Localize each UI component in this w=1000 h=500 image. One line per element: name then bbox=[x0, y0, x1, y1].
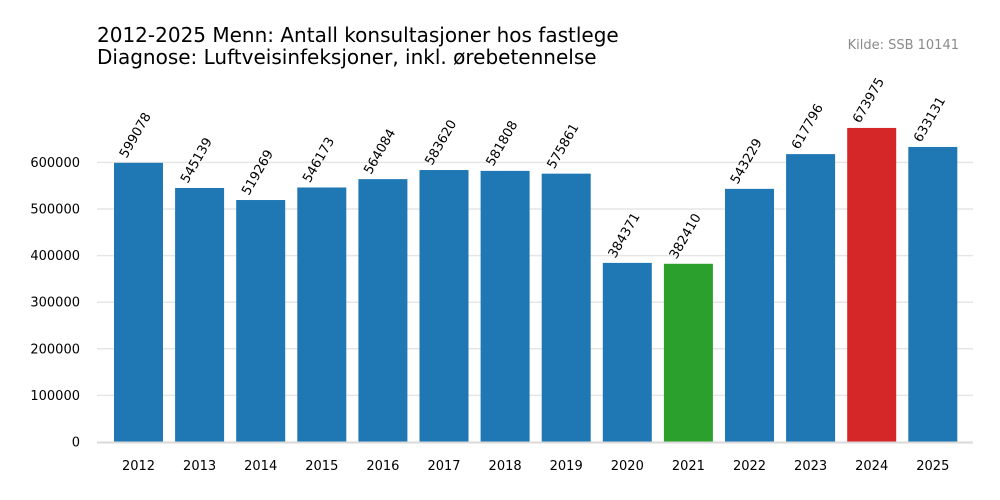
x-tick-label: 2012 bbox=[122, 459, 155, 474]
x-tick-label: 2014 bbox=[244, 459, 277, 474]
bar bbox=[480, 170, 530, 442]
x-tick-label: 2021 bbox=[672, 459, 705, 474]
bar bbox=[175, 187, 225, 442]
y-tick-label: 300000 bbox=[30, 296, 80, 311]
data-label: 384371 bbox=[606, 210, 644, 260]
bar bbox=[725, 188, 774, 442]
data-label: 599078 bbox=[117, 110, 155, 160]
bar bbox=[297, 187, 347, 442]
data-label: 583620 bbox=[422, 118, 460, 168]
x-tick-label: 2020 bbox=[611, 459, 644, 474]
chart-subtitle: Diagnose: Luftveisinfeksjoner, inkl. øre… bbox=[97, 45, 597, 69]
x-tick-label: 2024 bbox=[855, 459, 888, 474]
data-label: 545139 bbox=[178, 135, 216, 185]
y-tick-label: 500000 bbox=[30, 203, 80, 218]
x-tick-label: 2019 bbox=[550, 459, 583, 474]
data-label: 543229 bbox=[728, 136, 766, 186]
x-tick-label: 2017 bbox=[427, 459, 460, 474]
chart-title-block: 2012-2025 Menn: Antall konsultasjoner ho… bbox=[97, 24, 619, 68]
bar bbox=[847, 127, 897, 443]
bar bbox=[358, 179, 408, 443]
y-tick-label: 600000 bbox=[30, 156, 80, 171]
y-tick-label: 100000 bbox=[30, 389, 80, 404]
x-tick-label: 2016 bbox=[366, 459, 399, 474]
x-tick-label: 2022 bbox=[733, 459, 766, 474]
bar bbox=[786, 154, 836, 443]
x-tick-label: 2015 bbox=[305, 459, 338, 474]
y-tick-label: 200000 bbox=[30, 342, 80, 357]
y-tick-label: 0 bbox=[72, 436, 80, 451]
data-label: 581808 bbox=[484, 118, 522, 168]
source-note: Kilde: SSB 10141 bbox=[847, 38, 959, 53]
data-label: 673975 bbox=[850, 75, 888, 125]
x-tick-label: 2023 bbox=[794, 459, 827, 474]
data-label: 382410 bbox=[667, 211, 705, 261]
bar bbox=[602, 262, 652, 442]
data-label: 617796 bbox=[789, 102, 827, 152]
data-label: 519269 bbox=[239, 148, 277, 198]
data-label: 546173 bbox=[300, 135, 338, 185]
x-tick-label: 2025 bbox=[916, 459, 949, 474]
bar bbox=[908, 146, 958, 443]
x-tick-label: 2013 bbox=[183, 459, 216, 474]
bar bbox=[663, 263, 713, 442]
bar bbox=[541, 173, 591, 442]
x-tick-label: 2018 bbox=[489, 459, 522, 474]
data-label: 633131 bbox=[911, 94, 949, 144]
bar bbox=[419, 170, 469, 442]
bar bbox=[236, 200, 286, 442]
chart-title: 2012-2025 Menn: Antall konsultasjoner ho… bbox=[97, 23, 619, 47]
data-label: 575861 bbox=[545, 121, 583, 171]
bar bbox=[114, 162, 163, 442]
data-label: 564084 bbox=[361, 127, 399, 177]
y-tick-label: 400000 bbox=[30, 249, 80, 264]
